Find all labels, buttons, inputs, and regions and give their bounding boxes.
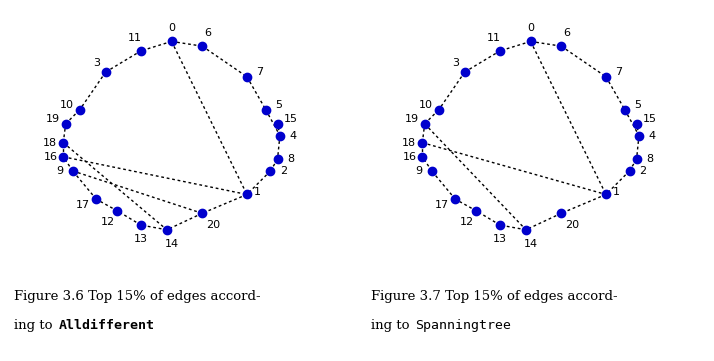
Text: 16: 16 xyxy=(44,152,57,162)
Text: 13: 13 xyxy=(134,234,148,244)
Text: 20: 20 xyxy=(565,220,579,230)
Text: 0: 0 xyxy=(168,23,175,34)
Text: 9: 9 xyxy=(56,166,64,176)
Text: 18: 18 xyxy=(402,138,416,148)
Text: 10: 10 xyxy=(60,100,74,110)
Text: 13: 13 xyxy=(493,234,507,244)
Text: 11: 11 xyxy=(487,33,501,43)
Text: Alldifferent: Alldifferent xyxy=(59,318,154,331)
Text: 2: 2 xyxy=(639,166,646,176)
Text: 4: 4 xyxy=(289,131,296,141)
Text: 20: 20 xyxy=(206,220,220,230)
Text: 12: 12 xyxy=(101,217,115,227)
Text: 10: 10 xyxy=(419,100,433,110)
Text: 11: 11 xyxy=(128,33,142,43)
Text: ing to: ing to xyxy=(371,318,414,331)
Text: 5: 5 xyxy=(275,100,282,110)
Text: 18: 18 xyxy=(44,138,57,148)
Text: 19: 19 xyxy=(405,114,419,124)
Text: 6: 6 xyxy=(205,28,211,38)
Text: 17: 17 xyxy=(76,200,91,210)
Text: 1: 1 xyxy=(613,187,620,197)
Text: 8: 8 xyxy=(646,154,653,164)
Text: 8: 8 xyxy=(287,154,294,164)
Text: 7: 7 xyxy=(256,67,263,77)
Text: 19: 19 xyxy=(46,114,60,124)
Text: ing to: ing to xyxy=(14,318,57,331)
Text: 0: 0 xyxy=(527,23,534,34)
Text: 4: 4 xyxy=(648,131,655,141)
Text: 1: 1 xyxy=(254,187,261,197)
Text: 15: 15 xyxy=(643,114,657,124)
Text: 7: 7 xyxy=(615,67,623,77)
Text: 14: 14 xyxy=(523,239,538,249)
Text: 14: 14 xyxy=(164,239,178,249)
Text: Figure 3.7 Top 15% of edges accord-: Figure 3.7 Top 15% of edges accord- xyxy=(371,290,618,303)
Text: 17: 17 xyxy=(436,200,449,210)
Text: 3: 3 xyxy=(93,58,100,68)
Text: 9: 9 xyxy=(416,166,423,176)
Text: 15: 15 xyxy=(283,114,298,124)
Text: 2: 2 xyxy=(280,166,287,176)
Text: 5: 5 xyxy=(634,100,641,110)
Text: 16: 16 xyxy=(403,152,416,162)
Text: 6: 6 xyxy=(563,28,570,38)
Text: 3: 3 xyxy=(452,58,459,68)
Text: Spanningtree: Spanningtree xyxy=(416,318,511,331)
Text: 12: 12 xyxy=(460,217,474,227)
Text: Figure 3.6 Top 15% of edges accord-: Figure 3.6 Top 15% of edges accord- xyxy=(14,290,261,303)
